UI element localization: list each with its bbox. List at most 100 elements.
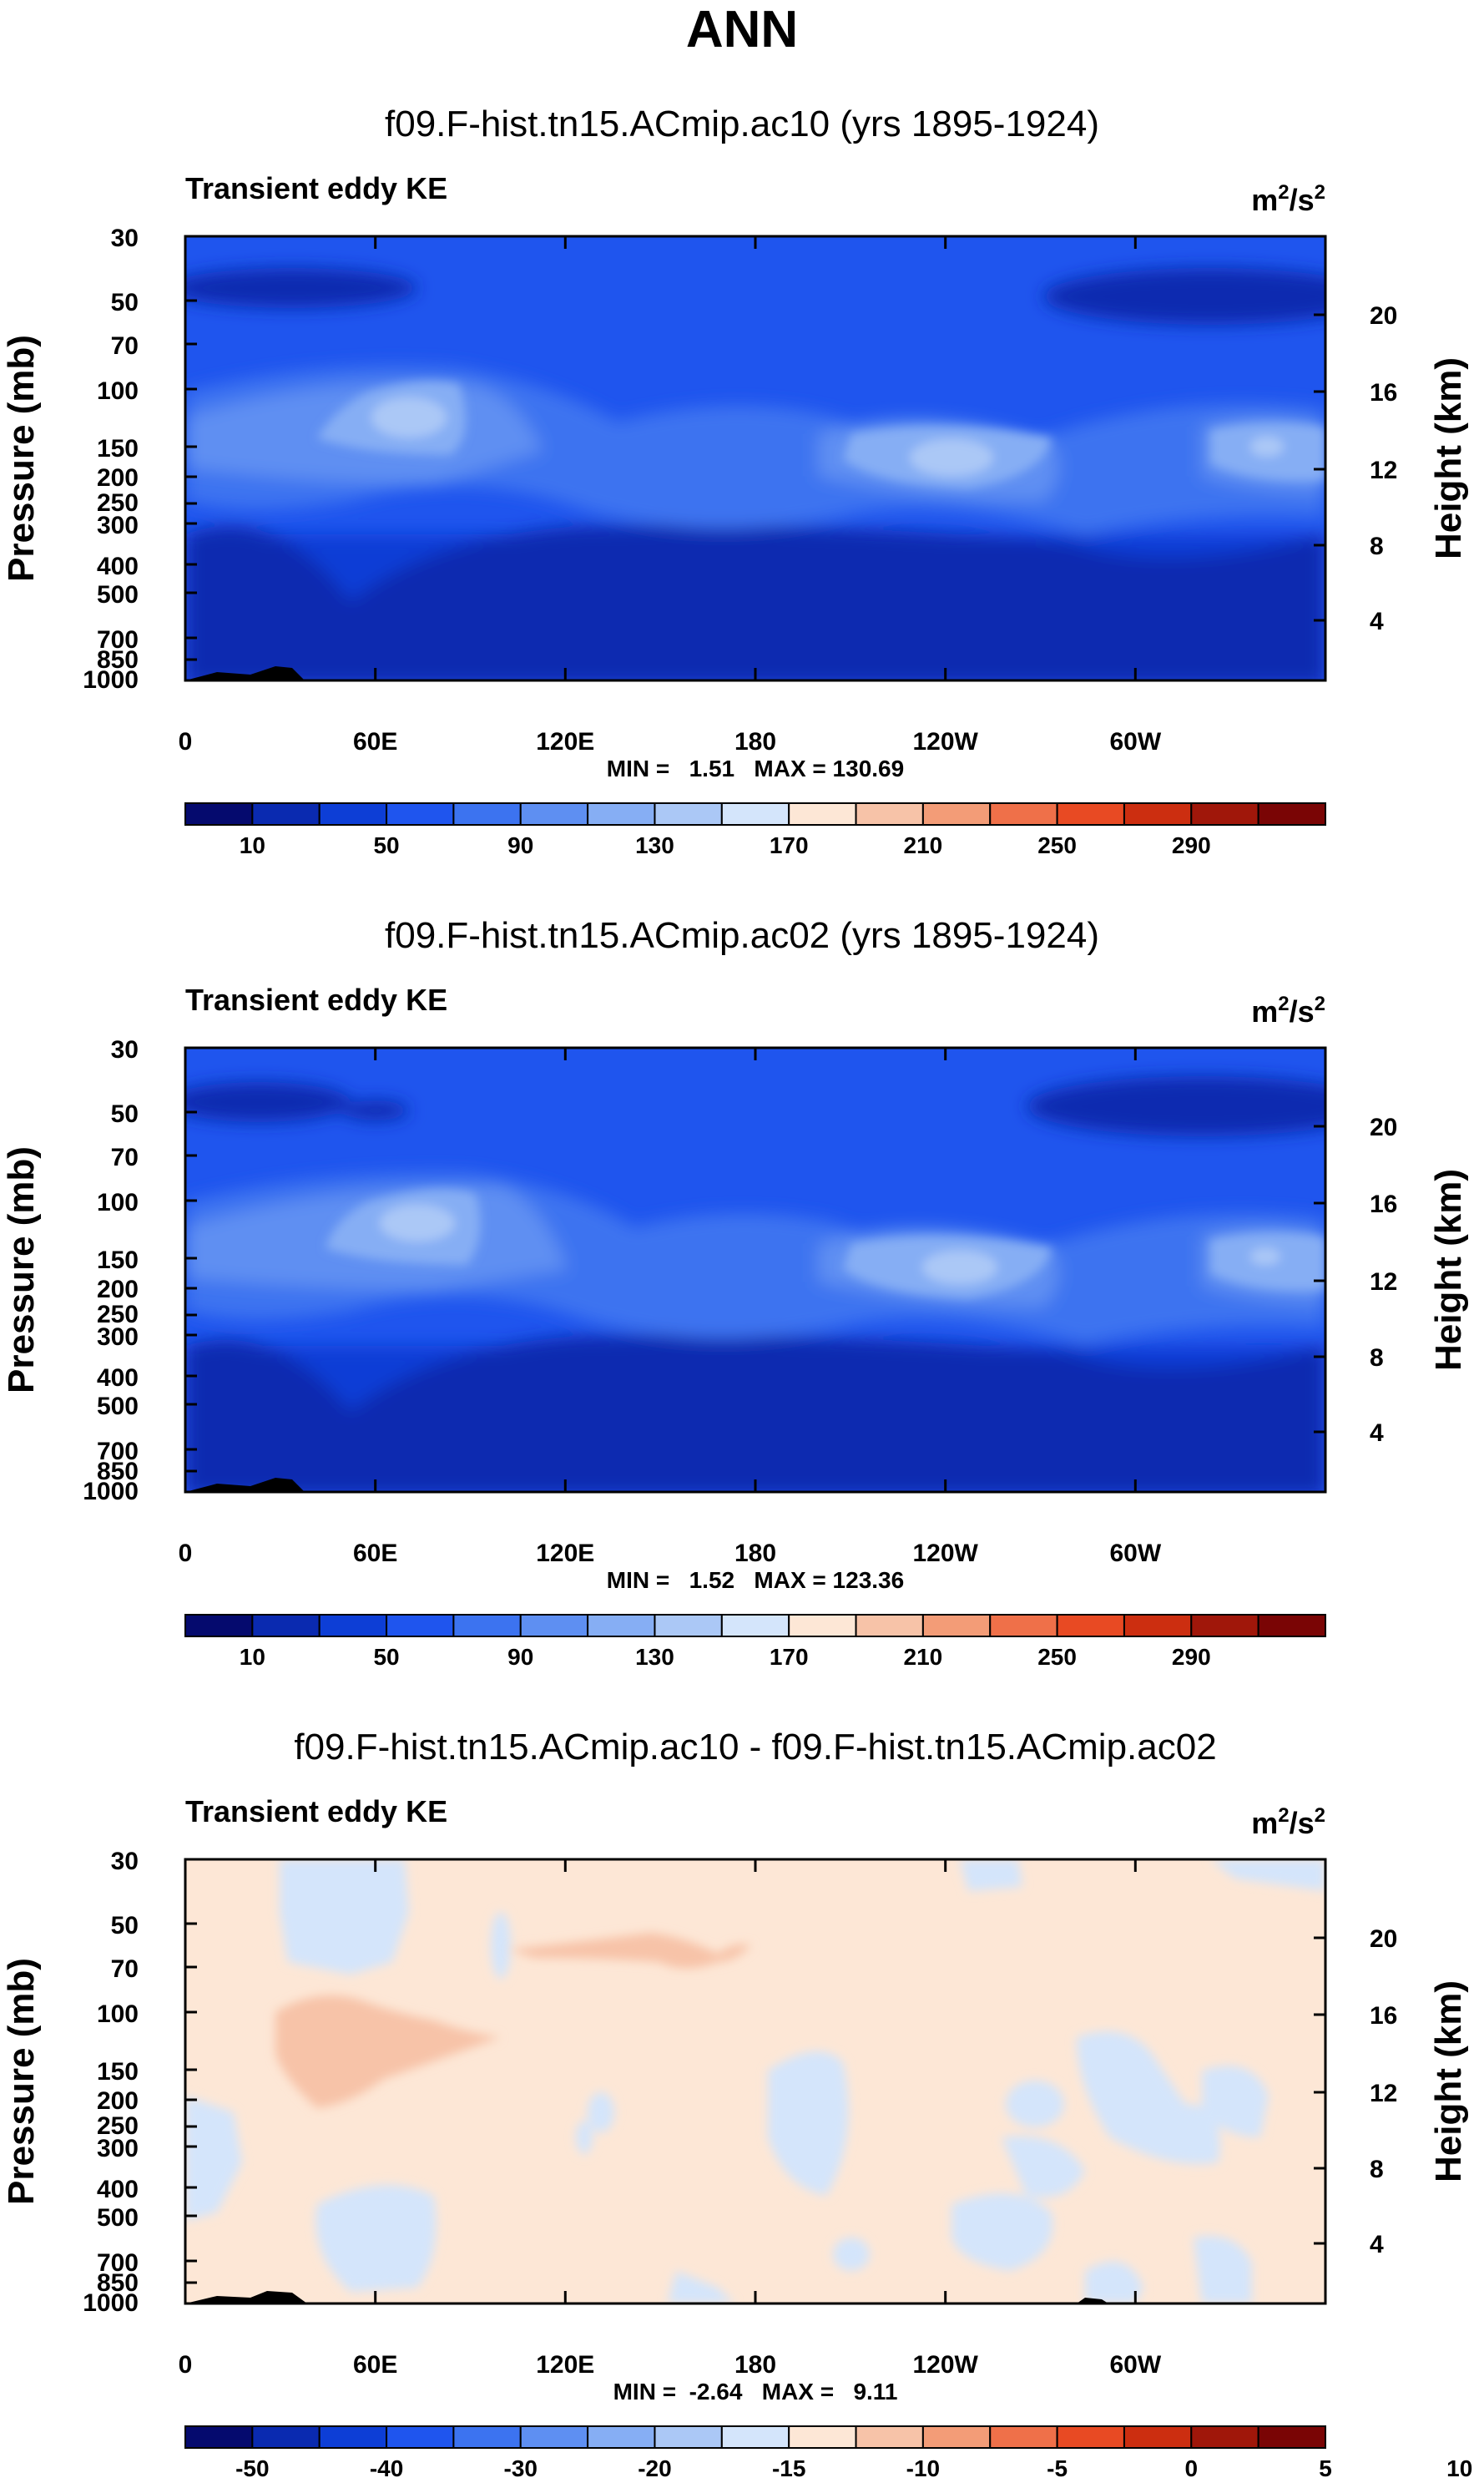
colorbar-box xyxy=(251,1614,321,1637)
units-label: m2/s2 xyxy=(1251,993,1325,1029)
height-tick-label: 20 xyxy=(1370,302,1397,330)
colorbar-box xyxy=(788,1614,857,1637)
neg-tiny-110E xyxy=(576,2121,593,2154)
colorbar-box xyxy=(654,1614,723,1637)
ke-strat-low-right xyxy=(1027,1076,1325,1136)
pressure-tick-label: 30 xyxy=(111,1848,139,1875)
topography xyxy=(185,1478,305,1492)
colorbar-box xyxy=(921,2425,992,2449)
neg-small-180 xyxy=(833,2238,870,2271)
colorbar-box xyxy=(989,802,1058,826)
neg-trop-120W xyxy=(1006,2081,1064,2127)
pressure-tick-label: 200 xyxy=(97,464,139,492)
lon-tick-label: 0 xyxy=(179,728,193,756)
colorbar-box xyxy=(452,2425,522,2449)
colorbar-box xyxy=(1123,2425,1193,2449)
pressure-tick-label: 50 xyxy=(111,1912,139,1939)
pressure-tick-label: 300 xyxy=(97,1323,139,1351)
pressure-tick-label: 1000 xyxy=(83,1478,139,1505)
colorbar-label: -30 xyxy=(504,2455,538,2481)
colorbar-box xyxy=(720,2425,790,2449)
lon-tick-label: 0 xyxy=(179,1540,193,1567)
topography xyxy=(185,666,305,680)
colorbar-box xyxy=(1056,1614,1125,1637)
colorbar-box xyxy=(989,1614,1058,1637)
y-axis-label: Pressure (mb) xyxy=(1,335,42,582)
pressure-tick-label: 50 xyxy=(111,289,139,316)
colorbar-label: -20 xyxy=(638,2455,671,2481)
colorbar-box xyxy=(720,802,790,826)
ke-strat-low-left xyxy=(185,1082,351,1122)
neg-small-120E xyxy=(588,2092,614,2132)
height-tick-label: 4 xyxy=(1370,608,1384,635)
neg-trop-180 xyxy=(768,2051,849,2196)
units-label: m2/s2 xyxy=(1251,1804,1325,1840)
longitude-axis: 0 60E 120E 180 120W 60W xyxy=(179,1048,1162,1567)
colorbar-box xyxy=(452,802,522,826)
colorbar-label: 50 xyxy=(373,832,399,858)
pressure-tick-label: 500 xyxy=(97,1393,139,1420)
y2-axis-label: Height (km) xyxy=(1428,357,1469,559)
colorbar-box xyxy=(519,1614,589,1637)
min-max-stats: MIN = 1.51 MAX = 130.69 xyxy=(607,756,904,781)
units-label: m2/s2 xyxy=(1251,181,1325,217)
colorbar-label: -5 xyxy=(1047,2455,1068,2481)
neg-strat-mid xyxy=(491,1912,511,1979)
colorbar-label: 90 xyxy=(507,1644,533,1670)
min-max-stats: MIN = -2.64 MAX = 9.11 xyxy=(613,2379,898,2405)
colorbar: -50-40-30-20-15-10-505101520304050 xyxy=(184,2425,1472,2481)
colorbar-box xyxy=(587,1614,656,1637)
pressure-tick-label: 400 xyxy=(97,1364,139,1392)
colorbar-label: 250 xyxy=(1037,1644,1077,1670)
pressure-tick-label: 850 xyxy=(97,1458,139,1485)
contour-field xyxy=(185,236,1325,680)
neg-strat-right1 xyxy=(960,1859,1022,1891)
ke-max-east xyxy=(380,1205,455,1242)
lon-tick-label: 120E xyxy=(536,2351,594,2379)
colorbar-label: -10 xyxy=(906,2455,940,2481)
colorbar-label: 170 xyxy=(770,832,809,858)
variable-label: Transient eddy KE xyxy=(185,1794,447,1828)
topography xyxy=(1077,2298,1108,2303)
colorbar-box xyxy=(921,1614,992,1637)
panel-3: f09.F-hist.tn15.ACmip.ac10 - f09.F-hist.… xyxy=(1,1727,1472,2481)
colorbar-box xyxy=(855,2425,924,2449)
colorbar-label: 10 xyxy=(240,832,265,858)
pressure-tick-label: 70 xyxy=(111,1955,139,1983)
pressure-tick-label: 100 xyxy=(97,2000,139,2028)
pressure-tick-label: 200 xyxy=(97,2087,139,2115)
height-axis: 20 16 12 8 4 xyxy=(1314,1925,1397,2258)
colorbar: 10 50 90 130 170 210 250 290 xyxy=(184,802,1327,858)
pressure-tick-label: 150 xyxy=(97,435,139,463)
y-axis-label: Pressure (mb) xyxy=(1,1146,42,1393)
colorbar-label: 210 xyxy=(904,1644,943,1670)
lon-tick-label: 0 xyxy=(179,2351,193,2379)
colorbar-box xyxy=(654,802,723,826)
lon-tick-label: 120W xyxy=(913,2351,979,2379)
colorbar-box xyxy=(1123,1614,1193,1637)
lon-tick-label: 180 xyxy=(734,1540,776,1567)
lon-tick-label: 60E xyxy=(353,728,397,756)
lon-tick-label: 180 xyxy=(734,2351,776,2379)
pressure-tick-label: 400 xyxy=(97,2176,139,2203)
lon-tick-label: 180 xyxy=(734,728,776,756)
y2-axis-label: Height (km) xyxy=(1428,1980,1469,2182)
neg-trop-90W xyxy=(1077,2031,1220,2164)
pressure-tick-label: 400 xyxy=(97,553,139,580)
neg-surface-80W xyxy=(1085,2261,1143,2303)
colorbar-label: 0 xyxy=(1185,2455,1199,2481)
colorbar-box xyxy=(855,802,924,826)
lon-tick-label: 60E xyxy=(353,2351,397,2379)
colorbar-label: 130 xyxy=(635,1644,674,1670)
height-tick-label: 16 xyxy=(1370,1191,1397,1218)
colorbar-label: 10 xyxy=(240,1644,265,1670)
pos-max-east xyxy=(275,1995,501,2108)
ke-max-pacific xyxy=(922,1251,997,1284)
lon-tick-label: 60W xyxy=(1109,2351,1161,2379)
colorbar-label: 5 xyxy=(1319,2455,1332,2481)
colorbar-box xyxy=(318,2425,388,2449)
pressure-axis: 30 50 70 100 150 200 250 300 400 500 700… xyxy=(83,1848,197,2317)
variable-label: Transient eddy KE xyxy=(185,983,447,1017)
ke-max-east xyxy=(371,397,447,437)
lon-tick-label: 60E xyxy=(353,1540,397,1567)
